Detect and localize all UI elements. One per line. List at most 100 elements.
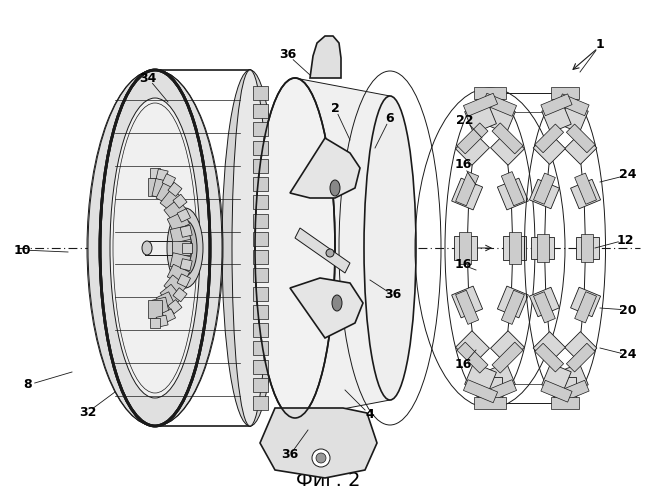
Polygon shape [160,189,182,212]
Text: 16: 16 [454,358,472,372]
Polygon shape [535,124,564,152]
Polygon shape [581,234,593,262]
Polygon shape [152,297,170,318]
Circle shape [312,449,330,467]
Polygon shape [501,290,524,324]
Polygon shape [252,86,267,100]
Polygon shape [531,237,555,259]
Polygon shape [564,132,597,164]
Polygon shape [252,214,267,228]
Polygon shape [252,378,267,392]
Polygon shape [290,278,363,338]
Polygon shape [570,180,600,209]
Ellipse shape [142,241,152,255]
Polygon shape [252,196,267,209]
Text: 22: 22 [456,114,474,126]
Polygon shape [564,332,597,364]
Polygon shape [478,96,503,118]
Ellipse shape [232,70,268,426]
Text: 4: 4 [366,408,374,422]
Polygon shape [530,180,559,209]
Polygon shape [457,342,488,373]
Polygon shape [168,182,182,196]
Text: 16: 16 [454,258,472,272]
Polygon shape [451,178,483,210]
Polygon shape [457,123,488,154]
Text: 12: 12 [616,234,634,246]
Polygon shape [150,168,160,178]
Polygon shape [295,78,390,418]
Polygon shape [152,178,170,199]
Polygon shape [252,323,267,337]
Polygon shape [252,250,267,264]
Polygon shape [290,138,360,198]
Text: 36: 36 [281,448,299,462]
Ellipse shape [232,70,268,426]
Text: 24: 24 [620,348,637,362]
Text: 16: 16 [454,158,472,172]
Polygon shape [260,408,377,478]
Text: 24: 24 [620,168,637,181]
Polygon shape [252,177,267,191]
Polygon shape [533,332,565,364]
Polygon shape [541,94,572,116]
Polygon shape [541,380,572,402]
Polygon shape [497,286,528,318]
Text: 32: 32 [79,406,97,418]
Polygon shape [501,172,524,206]
Ellipse shape [255,78,335,418]
Polygon shape [463,94,497,116]
Polygon shape [551,87,579,99]
Text: 36: 36 [279,48,296,62]
Polygon shape [474,87,506,99]
Ellipse shape [182,241,188,255]
Circle shape [316,453,326,463]
Polygon shape [478,378,503,400]
Text: 36: 36 [384,288,401,302]
Polygon shape [576,237,599,259]
Polygon shape [172,241,190,255]
Polygon shape [497,178,528,210]
Polygon shape [503,236,526,260]
Polygon shape [156,292,177,314]
Polygon shape [180,226,193,237]
Ellipse shape [330,180,340,196]
Polygon shape [453,236,477,260]
Polygon shape [177,274,191,287]
Ellipse shape [178,232,192,264]
Polygon shape [150,318,160,328]
Polygon shape [455,290,479,324]
Ellipse shape [110,98,200,398]
Polygon shape [177,209,191,222]
Ellipse shape [88,70,222,426]
Polygon shape [566,124,595,152]
Polygon shape [252,104,267,118]
Polygon shape [455,132,489,165]
Text: 2: 2 [330,102,340,114]
Polygon shape [252,305,267,319]
Polygon shape [295,228,350,273]
Text: 8: 8 [24,378,32,392]
Polygon shape [575,292,597,323]
Polygon shape [182,243,192,253]
Polygon shape [463,380,497,402]
Ellipse shape [173,220,197,276]
Polygon shape [558,380,589,402]
Polygon shape [559,102,588,132]
Polygon shape [474,397,506,409]
Polygon shape [168,212,190,232]
Text: 10: 10 [13,244,31,256]
Polygon shape [542,364,571,394]
Polygon shape [252,140,267,154]
Polygon shape [535,344,564,372]
Polygon shape [559,364,588,394]
Polygon shape [533,132,565,164]
Polygon shape [492,123,523,154]
Text: Фиг. 2: Фиг. 2 [296,470,360,490]
Polygon shape [509,232,520,264]
Ellipse shape [326,249,334,257]
Text: 1: 1 [596,38,604,52]
Polygon shape [459,232,471,264]
Polygon shape [533,173,555,204]
Ellipse shape [364,96,416,400]
